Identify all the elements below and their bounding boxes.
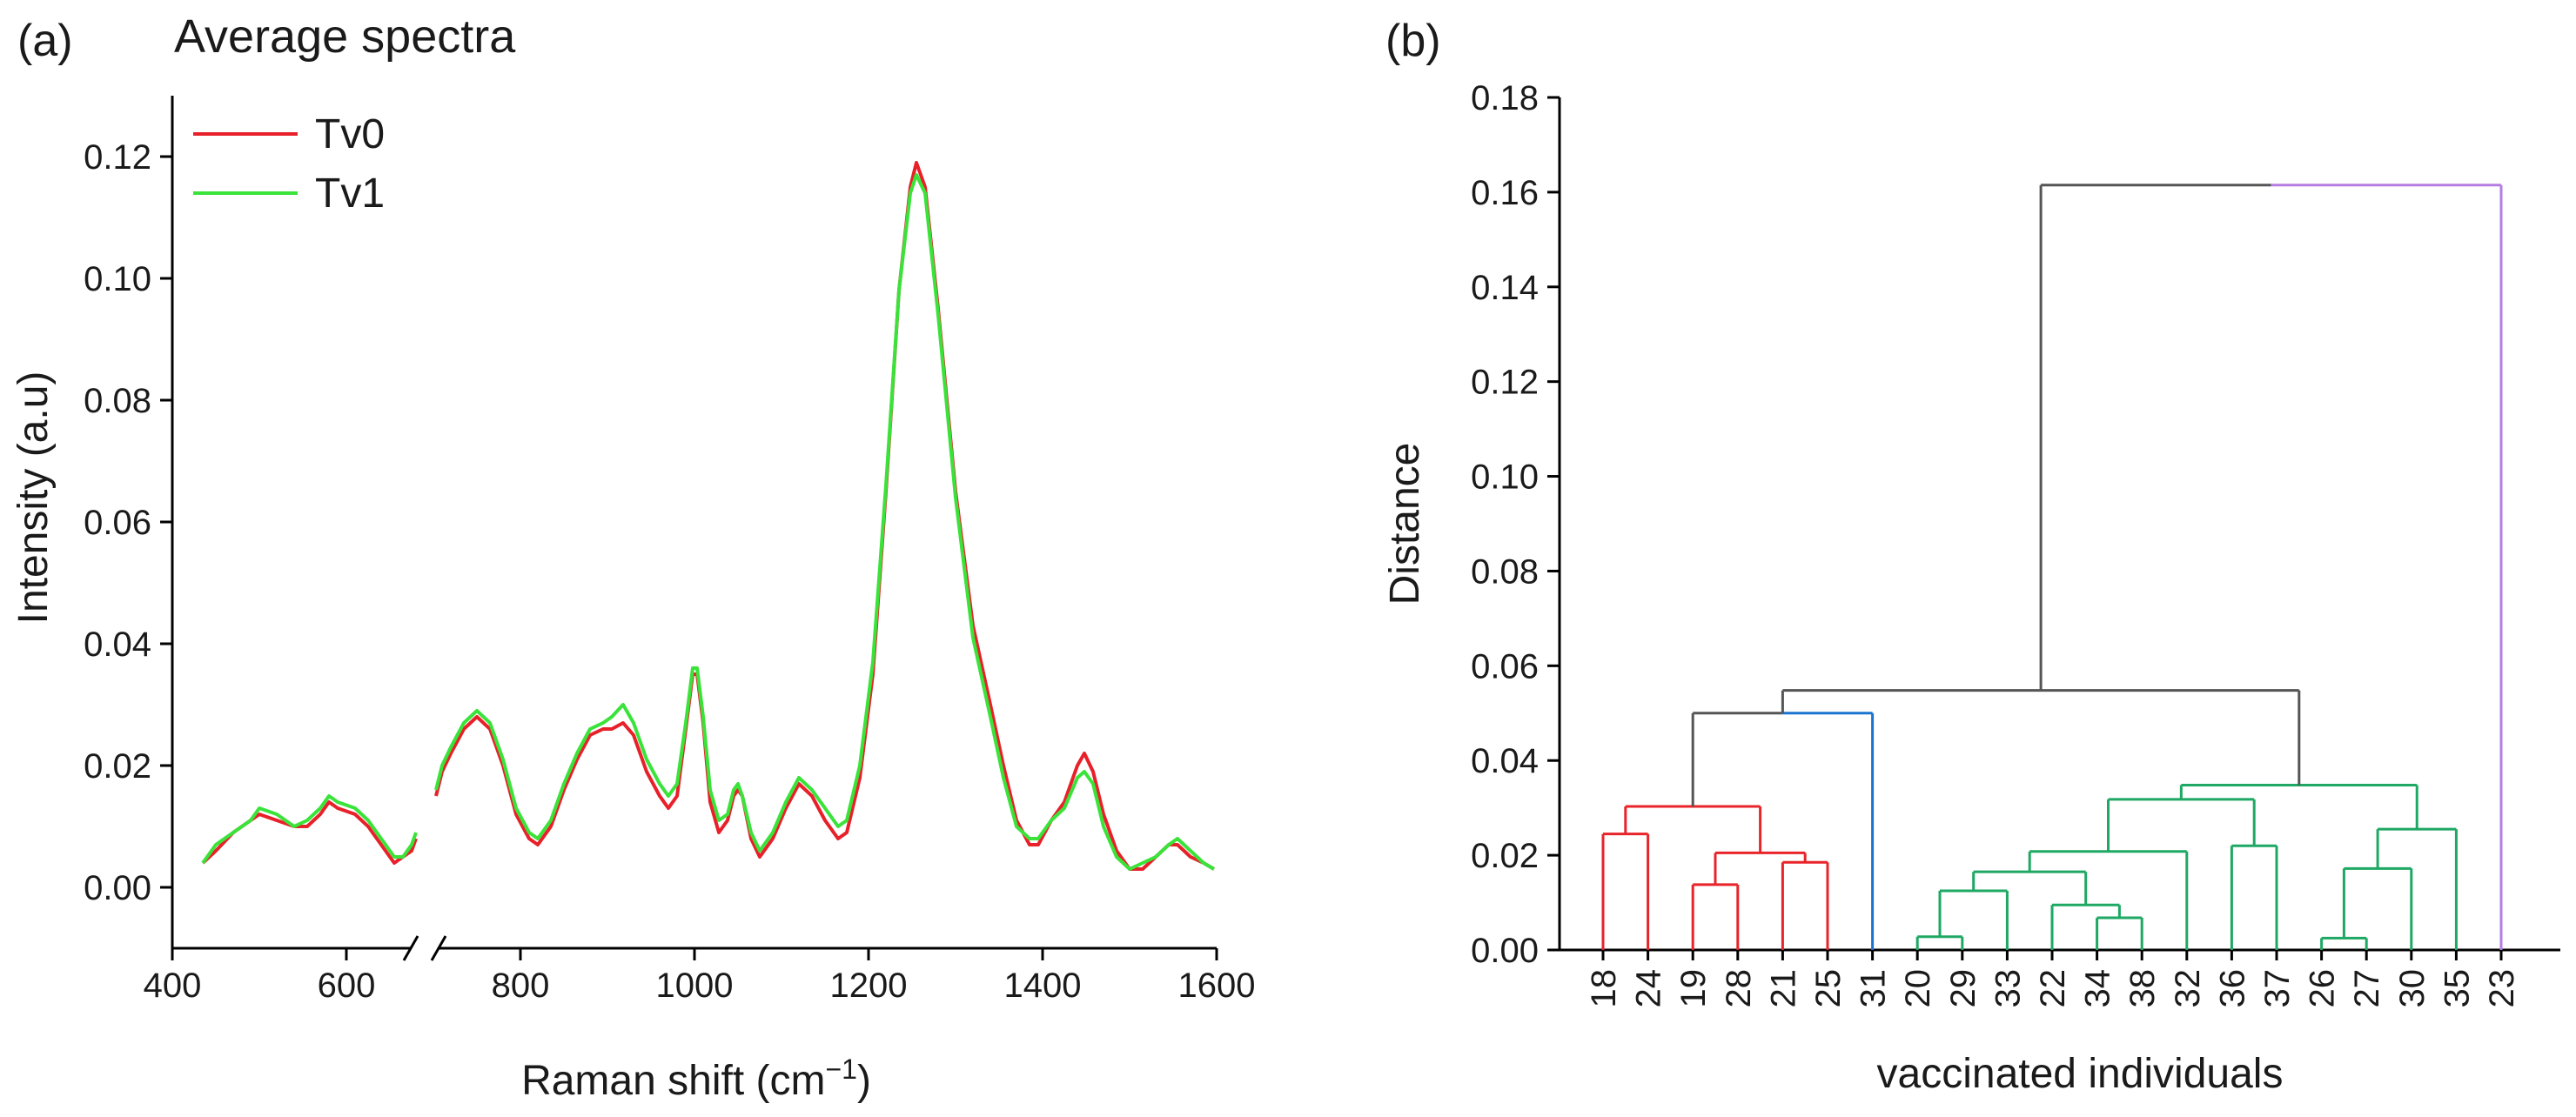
- y-tick-label: 0.18: [1471, 79, 1539, 117]
- x-tick-label: 1200: [830, 967, 908, 1005]
- spectra-axes: 400 600 800 1000 1200 1400 1600 0.00 0.02 0.04 0.0…: [84, 96, 1255, 1005]
- leaf-label: 37: [2258, 969, 2297, 1008]
- dendrogram-tree: [1601, 184, 2503, 950]
- legend-label-tv1: Tv1: [315, 171, 385, 217]
- x-tick-label: 1600: [1178, 967, 1256, 1005]
- y-tick-label: 0.02: [84, 747, 151, 786]
- leaf-label: 28: [1720, 969, 1758, 1008]
- y-tick-label: 0.14: [1471, 269, 1539, 307]
- leaf-label: 31: [1855, 969, 1893, 1008]
- x-tick-label: 800: [492, 967, 550, 1005]
- leaf-label: 24: [1630, 969, 1668, 1008]
- axis-break-mark: [430, 935, 447, 961]
- panel-a-label: (a): [17, 16, 73, 66]
- y-tick-label: 0.04: [1471, 742, 1539, 780]
- y-tick-label: 0.00: [84, 869, 151, 907]
- legend-label-tv0: Tv0: [315, 111, 385, 157]
- leaf-label: 20: [1899, 969, 1937, 1008]
- panel-a: (a) Average spectra 400 600 800 1000 1200 140…: [10, 10, 1255, 1104]
- panel-b: (b) 0.00 0.02 0.04 0.06 0.08 0.10 0.12 0.14 0.16…: [1382, 16, 2560, 1097]
- y-tick-label: 0.06: [1471, 647, 1539, 686]
- spectra-title: Average spectra: [174, 10, 516, 63]
- leaf-label: 27: [2348, 969, 2386, 1008]
- leaf-label: 32: [2169, 969, 2207, 1008]
- spectra-lines: [201, 161, 1216, 871]
- leaf-label: 21: [1764, 969, 1802, 1008]
- spectrum-line-tv1: [201, 173, 1216, 871]
- leaf-label: 22: [2034, 969, 2072, 1008]
- panel-b-label: (b): [1385, 16, 1441, 66]
- x-tick-label: 1000: [656, 967, 734, 1005]
- y-tick-label: 0.08: [1471, 552, 1539, 591]
- leaf-label: 18: [1585, 969, 1623, 1008]
- axis-break-mark: [402, 935, 419, 961]
- leaf-label: 29: [1944, 969, 1982, 1008]
- leaf-label: 30: [2393, 969, 2432, 1008]
- y-tick-label: 0.06: [84, 504, 151, 542]
- leaf-label: 19: [1674, 969, 1713, 1008]
- y-tick-label: 0.00: [1471, 932, 1539, 970]
- spectra-y-axis-label: Intensity (a.u): [10, 371, 57, 625]
- spectra-x-axis-label: Raman shift (cm−1): [521, 1053, 871, 1104]
- dendrogram-x-axis-label: vaccinated individuals: [1877, 1051, 2284, 1097]
- y-tick-label: 0.04: [84, 625, 151, 664]
- x-tick-label: 400: [144, 967, 202, 1005]
- leaf-label: 38: [2123, 969, 2162, 1008]
- dendrogram-y-axis-label: Distance: [1382, 443, 1428, 605]
- leaf-label: 35: [2438, 969, 2476, 1008]
- leaf-label: 36: [2213, 969, 2251, 1008]
- x-tick-label: 600: [318, 967, 376, 1005]
- x-tick-label: 1400: [1004, 967, 1082, 1005]
- leaf-label: 34: [2079, 969, 2117, 1008]
- leaf-label: 23: [2483, 969, 2521, 1008]
- y-tick-label: 0.10: [1471, 458, 1539, 497]
- y-tick-label: 0.16: [1471, 174, 1539, 212]
- y-tick-label: 0.02: [1471, 837, 1539, 875]
- leaf-label: 26: [2304, 969, 2342, 1008]
- spectra-legend: Tv0 Tv1: [193, 111, 385, 217]
- y-tick-label: 0.10: [84, 260, 151, 298]
- dendrogram-leaf-labels: 18 24 19 28 21 25 31 20 29 33 22 34 38 32 36 37 26 27 30 35…: [1585, 950, 2521, 1008]
- y-tick-label: 0.12: [84, 138, 151, 177]
- y-tick-label: 0.12: [1471, 364, 1539, 402]
- leaf-label: 33: [1989, 969, 2027, 1008]
- dendrogram-axes: 0.00 0.02 0.04 0.06 0.08 0.10 0.12 0.14 0.16 0.18: [1471, 79, 2560, 970]
- y-tick-label: 0.08: [84, 382, 151, 420]
- leaf-label: 25: [1809, 969, 1848, 1008]
